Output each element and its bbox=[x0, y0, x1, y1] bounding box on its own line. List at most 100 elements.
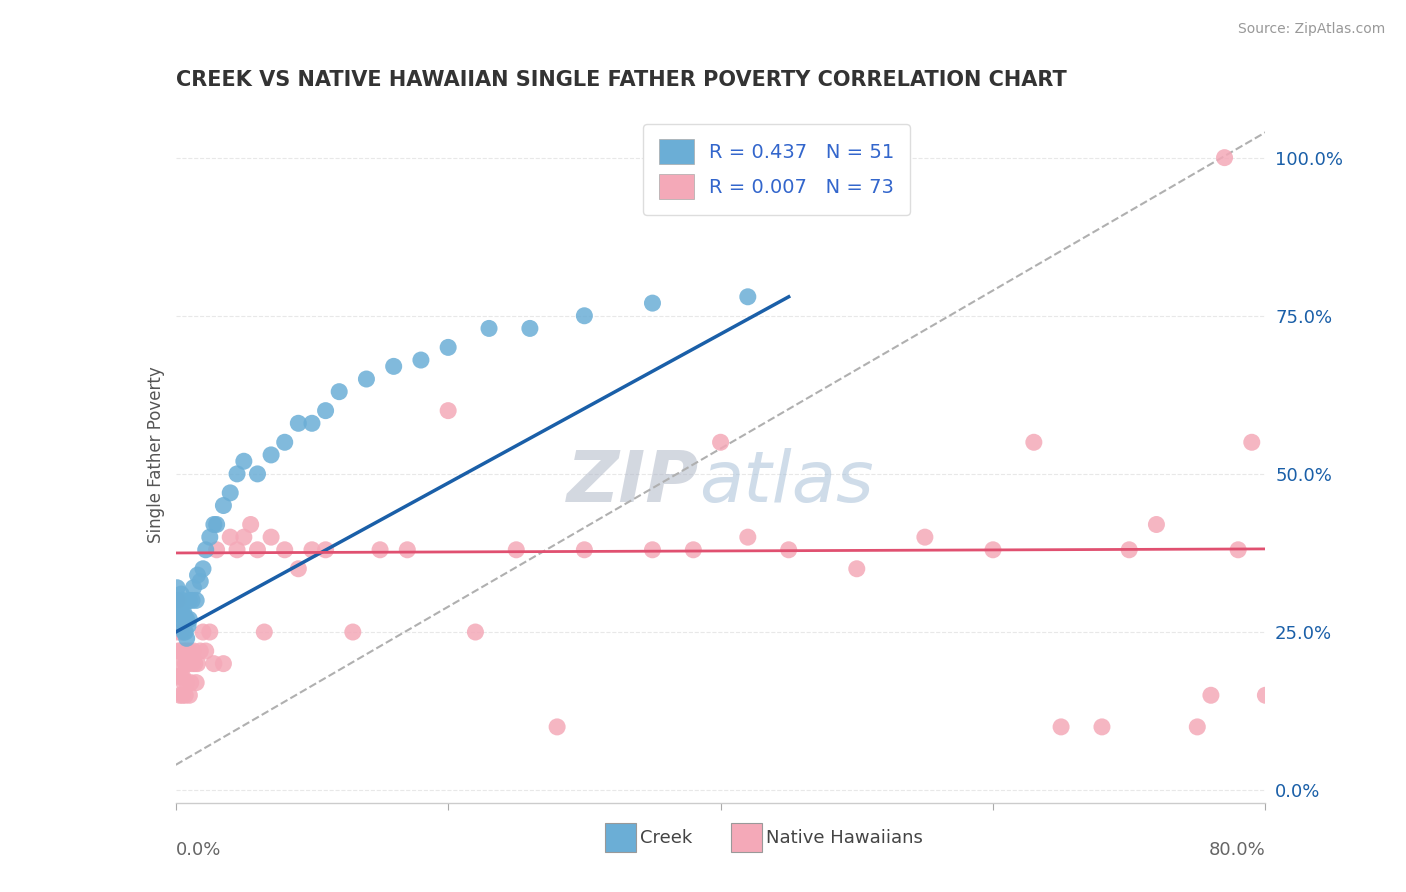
Point bbox=[409, 353, 432, 368]
Point bbox=[183, 644, 205, 658]
Point bbox=[176, 644, 198, 658]
Point bbox=[287, 417, 309, 431]
Point bbox=[1050, 720, 1073, 734]
Point bbox=[328, 384, 350, 399]
Point bbox=[301, 417, 323, 431]
Point bbox=[253, 625, 276, 640]
Point bbox=[173, 606, 195, 620]
Point bbox=[170, 669, 193, 683]
Point bbox=[188, 574, 211, 589]
Point bbox=[505, 542, 527, 557]
Point bbox=[260, 448, 283, 462]
Point bbox=[166, 625, 188, 640]
Point bbox=[174, 612, 197, 626]
Text: CREEK VS NATIVE HAWAIIAN SINGLE FATHER POVERTY CORRELATION CHART: CREEK VS NATIVE HAWAIIAN SINGLE FATHER P… bbox=[176, 70, 1067, 90]
Point bbox=[183, 581, 205, 595]
Point bbox=[641, 296, 664, 310]
Point bbox=[219, 486, 242, 500]
Point bbox=[170, 587, 193, 601]
Point bbox=[176, 632, 198, 646]
Point bbox=[845, 562, 868, 576]
Point bbox=[1091, 720, 1114, 734]
Point bbox=[356, 372, 378, 386]
Point bbox=[737, 530, 759, 544]
Point bbox=[232, 454, 254, 468]
Point bbox=[1118, 542, 1140, 557]
Legend: R = 0.437   N = 51, R = 0.007   N = 73: R = 0.437 N = 51, R = 0.007 N = 73 bbox=[643, 124, 910, 214]
Point bbox=[198, 625, 221, 640]
Point bbox=[172, 688, 194, 702]
Point bbox=[1144, 517, 1167, 532]
Point bbox=[167, 593, 190, 607]
Point bbox=[166, 657, 188, 671]
Point bbox=[169, 644, 191, 658]
Point bbox=[172, 669, 194, 683]
Point bbox=[546, 720, 568, 734]
Point bbox=[166, 593, 188, 607]
Point bbox=[202, 657, 225, 671]
Point bbox=[194, 644, 217, 658]
Point bbox=[219, 530, 242, 544]
Point bbox=[186, 675, 208, 690]
Point bbox=[186, 593, 208, 607]
Point bbox=[177, 657, 200, 671]
Point bbox=[246, 467, 269, 481]
Point bbox=[194, 542, 217, 557]
Point bbox=[180, 675, 202, 690]
Point bbox=[191, 625, 214, 640]
Point bbox=[173, 644, 195, 658]
Point bbox=[179, 688, 201, 702]
Point bbox=[170, 606, 193, 620]
Point bbox=[981, 542, 1004, 557]
Point bbox=[181, 657, 204, 671]
Point bbox=[176, 612, 198, 626]
Point bbox=[167, 669, 190, 683]
Point bbox=[226, 542, 249, 557]
Point bbox=[181, 593, 204, 607]
Point bbox=[232, 530, 254, 544]
Point bbox=[914, 530, 936, 544]
Point bbox=[737, 290, 759, 304]
Point bbox=[205, 517, 228, 532]
Point bbox=[166, 593, 188, 607]
Point bbox=[212, 499, 235, 513]
Point bbox=[179, 612, 201, 626]
Point bbox=[437, 403, 460, 417]
Point bbox=[173, 625, 195, 640]
Point bbox=[184, 657, 207, 671]
Point bbox=[179, 593, 201, 607]
Point bbox=[167, 593, 190, 607]
Point bbox=[170, 625, 193, 640]
Y-axis label: Single Father Poverty: Single Father Poverty bbox=[146, 367, 165, 543]
Point bbox=[177, 618, 200, 632]
Point bbox=[274, 542, 297, 557]
Point bbox=[1240, 435, 1263, 450]
Point bbox=[166, 581, 188, 595]
Point bbox=[202, 517, 225, 532]
Point bbox=[1227, 542, 1250, 557]
Point bbox=[212, 657, 235, 671]
Point bbox=[315, 403, 337, 417]
Point bbox=[179, 644, 201, 658]
Point bbox=[205, 542, 228, 557]
Point bbox=[437, 340, 460, 354]
Point bbox=[1187, 720, 1209, 734]
Point bbox=[519, 321, 541, 335]
Point bbox=[188, 644, 211, 658]
Point bbox=[239, 517, 262, 532]
Point bbox=[191, 562, 214, 576]
Point bbox=[1254, 688, 1277, 702]
Point bbox=[478, 321, 501, 335]
Point bbox=[574, 542, 596, 557]
Point bbox=[464, 625, 486, 640]
Point bbox=[574, 309, 596, 323]
Point bbox=[172, 618, 194, 632]
Point bbox=[396, 542, 419, 557]
Point bbox=[368, 542, 391, 557]
Point bbox=[382, 359, 405, 374]
Point bbox=[169, 612, 191, 626]
Point bbox=[174, 657, 197, 671]
Point bbox=[169, 599, 191, 614]
Point bbox=[710, 435, 733, 450]
Point bbox=[172, 606, 194, 620]
